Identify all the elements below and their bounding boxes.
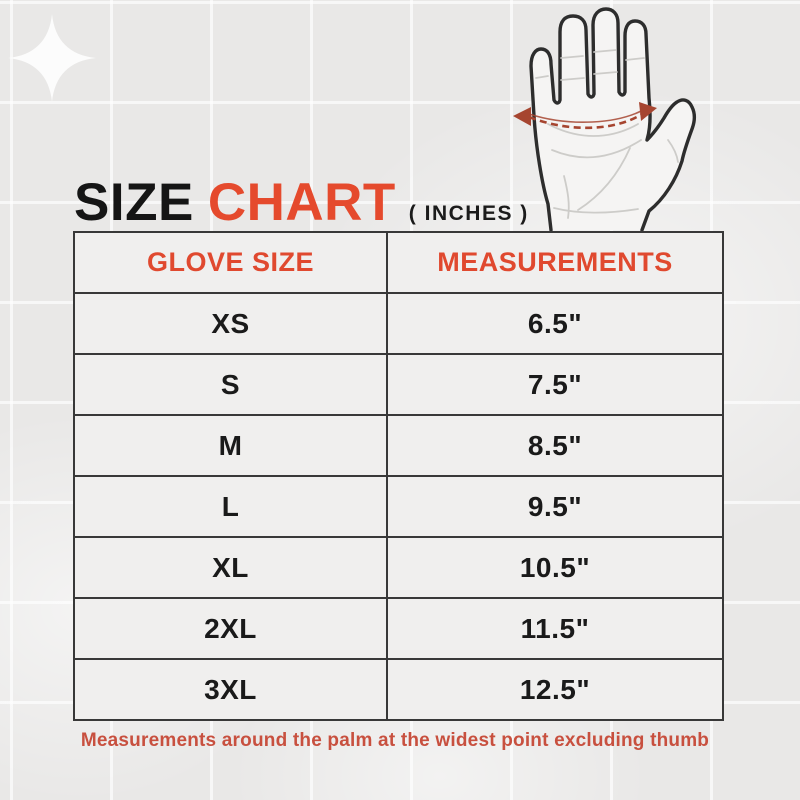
glove-size-cell: 3XL: [73, 658, 388, 721]
size-table: GLOVE SIZE MEASUREMENTS XS 6.5" S 7.5" M…: [73, 231, 724, 721]
column-header-glove-size: GLOVE SIZE: [73, 231, 388, 294]
table-row: 3XL 12.5": [73, 658, 724, 721]
table-row: XS 6.5": [73, 292, 724, 355]
glove-size-cell: 2XL: [73, 597, 388, 660]
glove-size-cell: S: [73, 353, 388, 416]
measurement-cell: 12.5": [386, 658, 724, 721]
sparkle-shape: [8, 14, 96, 102]
glove-size-cell: XS: [73, 292, 388, 355]
page-title: SIZE CHART ( INCHES ): [74, 172, 529, 233]
title-word-size: SIZE: [74, 173, 194, 232]
palm-crease-lines: [535, 49, 679, 219]
footer-note: Measurements around the palm at the wide…: [80, 730, 710, 751]
table-row: M 8.5": [73, 414, 724, 477]
title-units: ( INCHES ): [408, 202, 529, 225]
measurement-cell: 9.5": [386, 475, 724, 538]
measurement-cell: 7.5": [386, 353, 724, 416]
table-row: 2XL 11.5": [73, 597, 724, 660]
glove-size-cell: L: [73, 475, 388, 538]
sparkle-icon: [8, 14, 96, 102]
glove-size-cell: XL: [73, 536, 388, 599]
table-header-row: GLOVE SIZE MEASUREMENTS: [73, 231, 724, 294]
table-row: XL 10.5": [73, 536, 724, 599]
measurement-cell: 8.5": [386, 414, 724, 477]
table-row: S 7.5": [73, 353, 724, 416]
measurement-cell: 10.5": [386, 536, 724, 599]
measurement-cell: 6.5": [386, 292, 724, 355]
table-row: L 9.5": [73, 475, 724, 538]
glove-size-cell: M: [73, 414, 388, 477]
hand-palm-width-illustration: [513, 7, 696, 232]
measurement-cell: 11.5": [386, 597, 724, 660]
title-word-chart: CHART: [207, 173, 396, 232]
column-header-measurements: MEASUREMENTS: [386, 231, 724, 294]
measurement-arrow-icon: [513, 102, 657, 130]
